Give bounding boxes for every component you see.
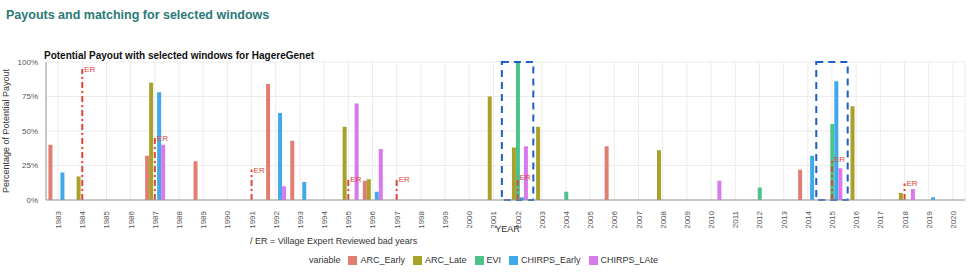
svg-text:1986: 1986 — [127, 210, 136, 228]
svg-text:1985: 1985 — [102, 210, 111, 228]
svg-text:2012: 2012 — [755, 210, 764, 228]
svg-text:1993: 1993 — [296, 210, 305, 228]
svg-text:2009: 2009 — [683, 210, 692, 228]
html-text:/ ER = Village Expert Reviewed: / ER = Village Expert Reviewed bad years — [250, 236, 418, 246]
svg-text:1983: 1983 — [54, 210, 63, 228]
svg-text:ER: ER — [907, 179, 918, 188]
svg-text:1996: 1996 — [368, 210, 377, 228]
svg-text:1994: 1994 — [320, 210, 329, 228]
svg-text:ER: ER — [399, 175, 410, 184]
svg-text:2010: 2010 — [707, 210, 716, 228]
svg-text:2008: 2008 — [659, 210, 668, 228]
svg-text:1995: 1995 — [344, 210, 353, 228]
svg-text:1997: 1997 — [393, 210, 402, 228]
svg-text:2020: 2020 — [949, 210, 958, 228]
svg-text:1998: 1998 — [417, 210, 426, 228]
svg-text:2004: 2004 — [562, 210, 571, 228]
svg-text:2013: 2013 — [780, 210, 789, 228]
svg-text:1987: 1987 — [151, 210, 160, 228]
svg-text:2007: 2007 — [635, 210, 644, 228]
svg-text:2016: 2016 — [852, 210, 861, 228]
html-text:Potential Payout with selected: Potential Payout with selected windows f… — [44, 50, 315, 61]
svg-text:ER: ER — [254, 166, 265, 175]
svg-text:2003: 2003 — [538, 210, 547, 228]
svg-text:2011: 2011 — [731, 210, 740, 228]
svg-text:ER: ER — [520, 173, 531, 182]
svg-text:2017: 2017 — [876, 210, 885, 228]
html-text:variable: variable — [308, 255, 341, 265]
svg-text:Percentage of Potential Payout: Percentage of Potential Payout — [8, 68, 11, 193]
svg-text:1989: 1989 — [199, 210, 208, 228]
html-text:Payouts and matching for selec: Payouts and matching for selected window… — [6, 8, 270, 22]
svg-text:ER: ER — [834, 155, 845, 164]
svg-text:2019: 2019 — [925, 210, 934, 228]
html-text:YEAR: YEAR — [495, 224, 520, 234]
svg-text:ER: ER — [157, 134, 168, 143]
svg-text:1992: 1992 — [272, 210, 281, 228]
html-text:CHIRPS_LAte: CHIRPS_LAte — [600, 255, 659, 265]
svg-text:25%: 25% — [22, 161, 38, 170]
html-text:CHIRPS_Early: CHIRPS_Early — [521, 255, 581, 265]
svg-text:1988: 1988 — [175, 210, 184, 228]
html-text:EVI: EVI — [486, 255, 501, 265]
svg-text:2014: 2014 — [804, 210, 813, 228]
svg-text:ER: ER — [350, 175, 361, 184]
svg-text:75%: 75% — [22, 92, 38, 101]
html-text:ARC_Early: ARC_Early — [360, 255, 405, 265]
svg-text:2006: 2006 — [610, 210, 619, 228]
svg-text:ER: ER — [84, 65, 95, 74]
svg-text:1999: 1999 — [441, 210, 450, 228]
html-text:ARC_Late: ARC_Late — [425, 255, 467, 265]
svg-text:2000: 2000 — [465, 210, 474, 228]
svg-text:0%: 0% — [26, 196, 38, 205]
svg-text:1984: 1984 — [78, 210, 87, 228]
svg-text:2005: 2005 — [586, 210, 595, 228]
svg-text:1990: 1990 — [223, 210, 232, 228]
svg-text:100%: 100% — [18, 58, 38, 67]
svg-text:50%: 50% — [22, 127, 38, 136]
svg-text:2018: 2018 — [901, 210, 910, 228]
svg-text:1991: 1991 — [248, 210, 257, 228]
svg-text:2015: 2015 — [828, 210, 837, 228]
